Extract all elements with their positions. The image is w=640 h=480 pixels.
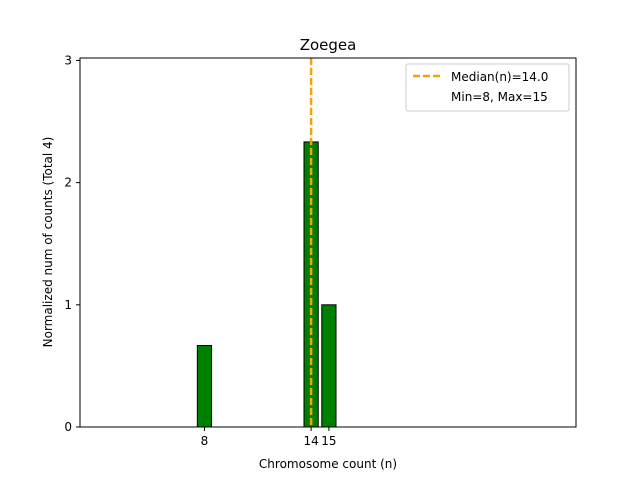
x-tick-label: 8 [201,434,209,448]
bar-15 [321,304,337,428]
y-tick-label: 0 [64,420,72,434]
legend-minmax-label: Min=8, Max=15 [451,90,548,104]
x-tick-label: 14 [303,434,318,448]
y-tick-label: 3 [64,53,72,67]
legend-box [405,63,570,112]
y-tick-label: 1 [64,298,72,312]
x-axis-label: Chromosome count (n) [259,457,397,471]
y-axis-ticks: 0 1 2 3 [64,53,80,434]
y-tick-label: 2 [64,176,72,190]
legend-median-label: Median(n)=14.0 [451,70,548,84]
plot-frame [79,57,577,428]
y-axis-label: Normalized num of counts (Total 4) [41,137,55,348]
chart-title: Zoegea [300,36,357,54]
x-axis-ticks: 8 14 15 [201,427,337,448]
legend: Median(n)=14.0 Min=8, Max=15 [405,63,570,112]
bar-8 [196,345,213,428]
x-tick-label: 15 [321,434,336,448]
